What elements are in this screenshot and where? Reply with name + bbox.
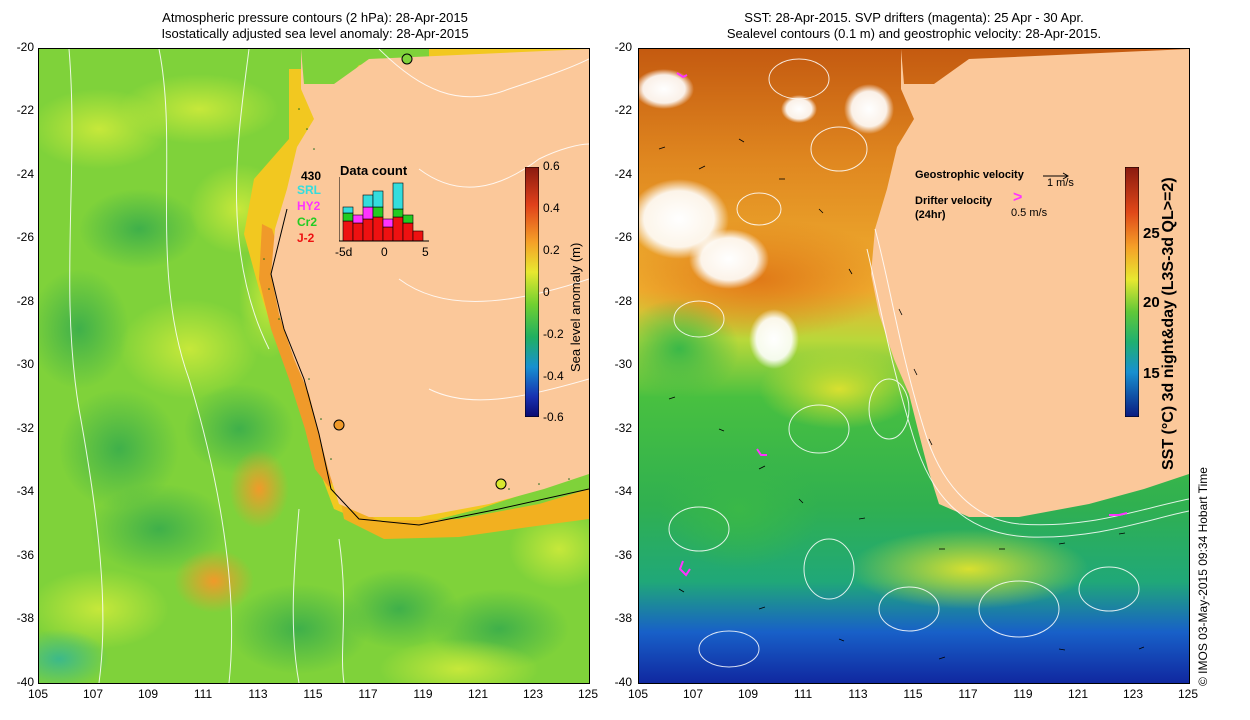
imos-credit: © IMOS 03-May-2015 09:34 Hobart Time [1196,467,1210,686]
right-xtick: 117 [958,687,978,701]
left-xtick: 115 [303,687,323,701]
sla-cbar-tick-0: 0.6 [543,159,560,173]
data-count-cr2: Cr2 [297,215,318,229]
left-xtick: 109 [137,687,159,701]
left-xtick: 123 [522,687,544,701]
data-count-j2: J-2 [297,231,315,245]
sst-cbar-tick-15: 15 [1143,365,1160,382]
data-count-xtick-2: 5 [422,245,429,259]
right-ytick: -22 [614,103,632,117]
sst-cbar-tick-20: 20 [1143,294,1160,311]
sea-level-anomaly-map: 430 Data count SRL HY2 Cr2 J-2 -5d 0 5 [38,48,590,684]
right-title-line1: SST: 28-Apr-2015. SVP drifters (magenta)… [744,10,1084,25]
sla-cbar-tick-5: -0.4 [543,369,564,383]
right-ytick: -32 [614,421,632,435]
left-title-line1: Atmospheric pressure contours (2 hPa): 2… [162,10,468,25]
drifter-velocity-label: Drifter velocity [915,195,993,207]
data-count-hy2: HY2 [297,199,321,213]
drifter-arrow-icon: > [1013,189,1023,206]
left-xtick: 125 [577,687,599,701]
sla-colorbar [525,167,539,417]
left-panel-title: Atmospheric pressure contours (2 hPa): 2… [40,10,590,42]
right-xtick: 113 [848,687,868,701]
left-xtick: 117 [358,687,378,701]
right-panel-title: SST: 28-Apr-2015. SVP drifters (magenta)… [638,10,1190,42]
geostrophic-velocity-label: Geostrophic velocity [915,169,1024,181]
left-xtick: 105 [27,687,49,701]
data-count-histogram [339,177,429,242]
right-title-line2: Sealevel contours (0.1 m) and geostrophi… [726,26,1102,41]
right-ytick: -40 [614,675,632,689]
right-ytick: -24 [614,167,632,181]
right-ytick: -34 [614,484,632,498]
sla-map-graphic [39,49,589,683]
data-count-total: 430 [301,169,322,183]
left-ytick: -36 [16,548,34,562]
geostrophic-velocity-scale: 1 m/s [1047,177,1074,189]
sst-map-graphic [639,49,1189,683]
left-xtick: 111 [193,687,213,701]
sst-colorbar [1125,167,1139,417]
right-ytick: -30 [614,357,632,371]
left-ytick: -26 [16,230,34,244]
left-ytick: -28 [16,294,34,308]
right-xtick: 107 [682,687,704,701]
right-ytick: -36 [614,548,632,562]
right-xtick: 111 [793,687,813,701]
sla-cbar-tick-1: 0.4 [543,201,560,215]
left-xtick: 113 [248,687,268,701]
right-xtick: 105 [627,687,649,701]
left-ytick: -20 [16,40,34,54]
geostrophic-arrow-icon [1043,172,1069,180]
right-ytick: -20 [614,40,632,54]
left-xtick: 107 [82,687,104,701]
right-xtick: 125 [1177,687,1199,701]
right-xtick: 109 [737,687,759,701]
right-ytick: -28 [614,294,632,308]
sla-cbar-tick-6: -0.6 [543,410,564,424]
left-ytick: -32 [16,421,34,435]
sst-map: Geostrophic velocity 1 m/s Drifter veloc… [638,48,1190,684]
data-count-xtick-1: 0 [381,245,388,259]
sst-colorbar-label: SST (°C) 3d night&day (L3S-3d QL>=2) [1160,177,1177,470]
left-xtick: 119 [413,687,433,701]
right-xtick: 121 [1067,687,1089,701]
left-ytick: -24 [16,167,34,181]
left-ytick: -34 [16,484,34,498]
data-count-srl: SRL [297,183,321,197]
data-count-title: Data count [340,163,408,178]
right-xtick: 119 [1013,687,1033,701]
sla-colorbar-label: Sea level anomaly (m) [568,242,583,372]
sla-cbar-tick-3: 0 [543,285,550,299]
drifter-velocity-sub: (24hr) [915,209,946,221]
sla-cbar-tick-2: 0.2 [543,243,560,257]
sla-cbar-tick-4: -0.2 [543,327,564,341]
left-xtick: 121 [467,687,489,701]
right-xtick: 123 [1122,687,1144,701]
left-ytick: -40 [16,675,34,689]
left-ytick: -22 [16,103,34,117]
left-title-line2: Isostatically adjusted sea level anomaly… [161,26,469,41]
drifter-velocity-scale: 0.5 m/s [1011,207,1048,219]
right-ytick: -26 [614,230,632,244]
sst-cbar-tick-25: 25 [1143,225,1160,242]
left-ytick: -30 [16,357,34,371]
right-xtick: 115 [903,687,923,701]
left-ytick: -38 [16,611,34,625]
right-ytick: -38 [614,611,632,625]
data-count-xtick-0: -5d [335,245,353,259]
